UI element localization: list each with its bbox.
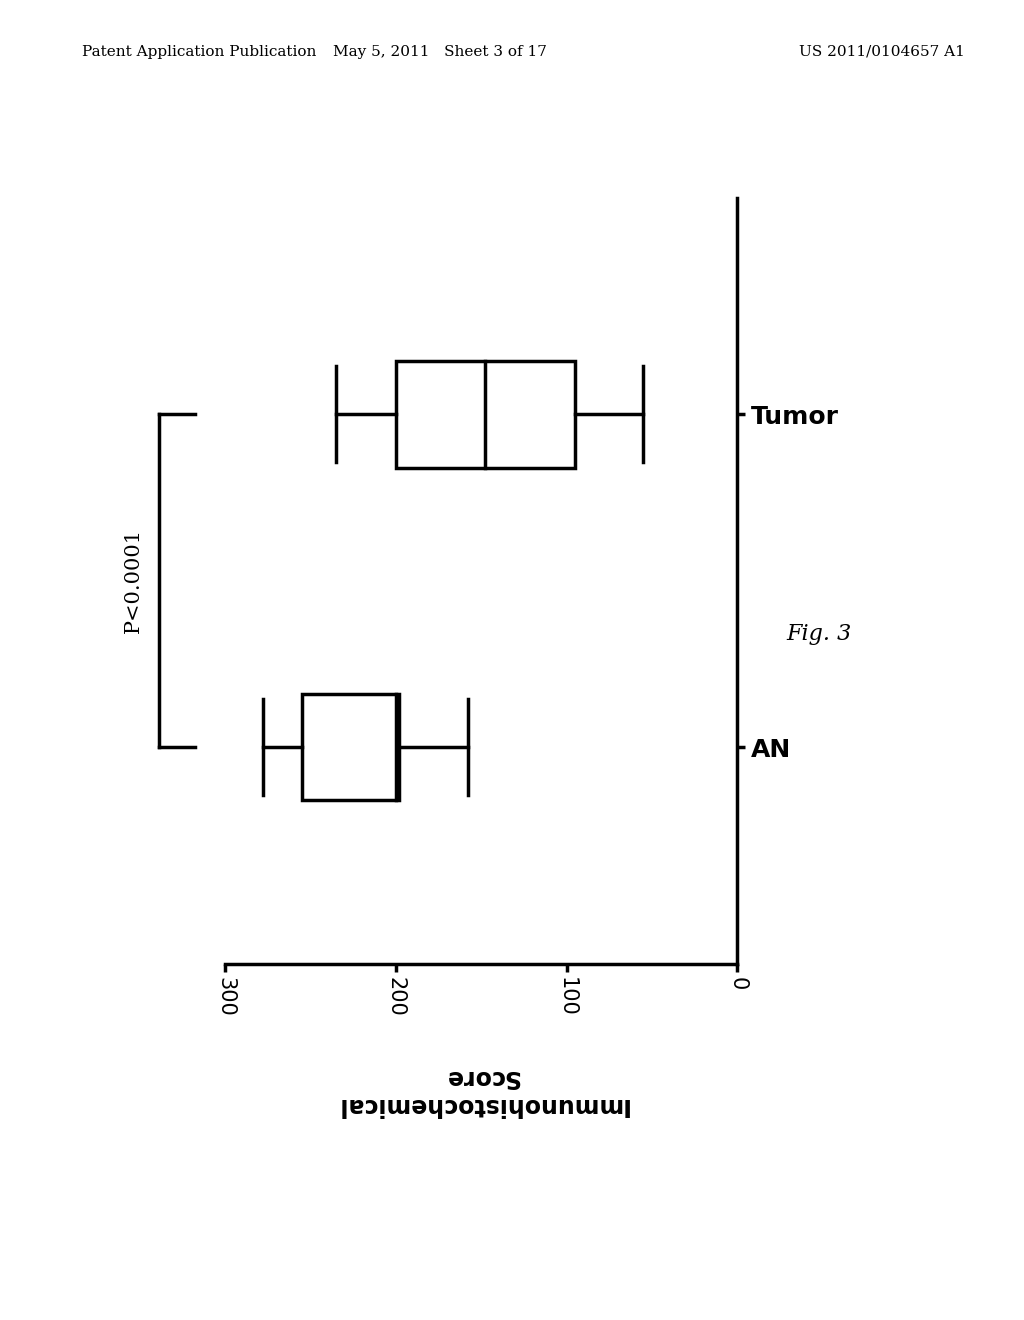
Text: P<0.0001: P<0.0001: [124, 528, 142, 634]
Text: Patent Application Publication: Patent Application Publication: [82, 45, 316, 59]
Text: May 5, 2011   Sheet 3 of 17: May 5, 2011 Sheet 3 of 17: [334, 45, 547, 59]
X-axis label: Immunohistochemical
Score: Immunohistochemical Score: [335, 1065, 628, 1117]
Text: US 2011/0104657 A1: US 2011/0104657 A1: [799, 45, 965, 59]
Text: Fig. 3: Fig. 3: [786, 623, 852, 644]
Bar: [396, 362, 575, 467]
Bar: [302, 694, 399, 800]
